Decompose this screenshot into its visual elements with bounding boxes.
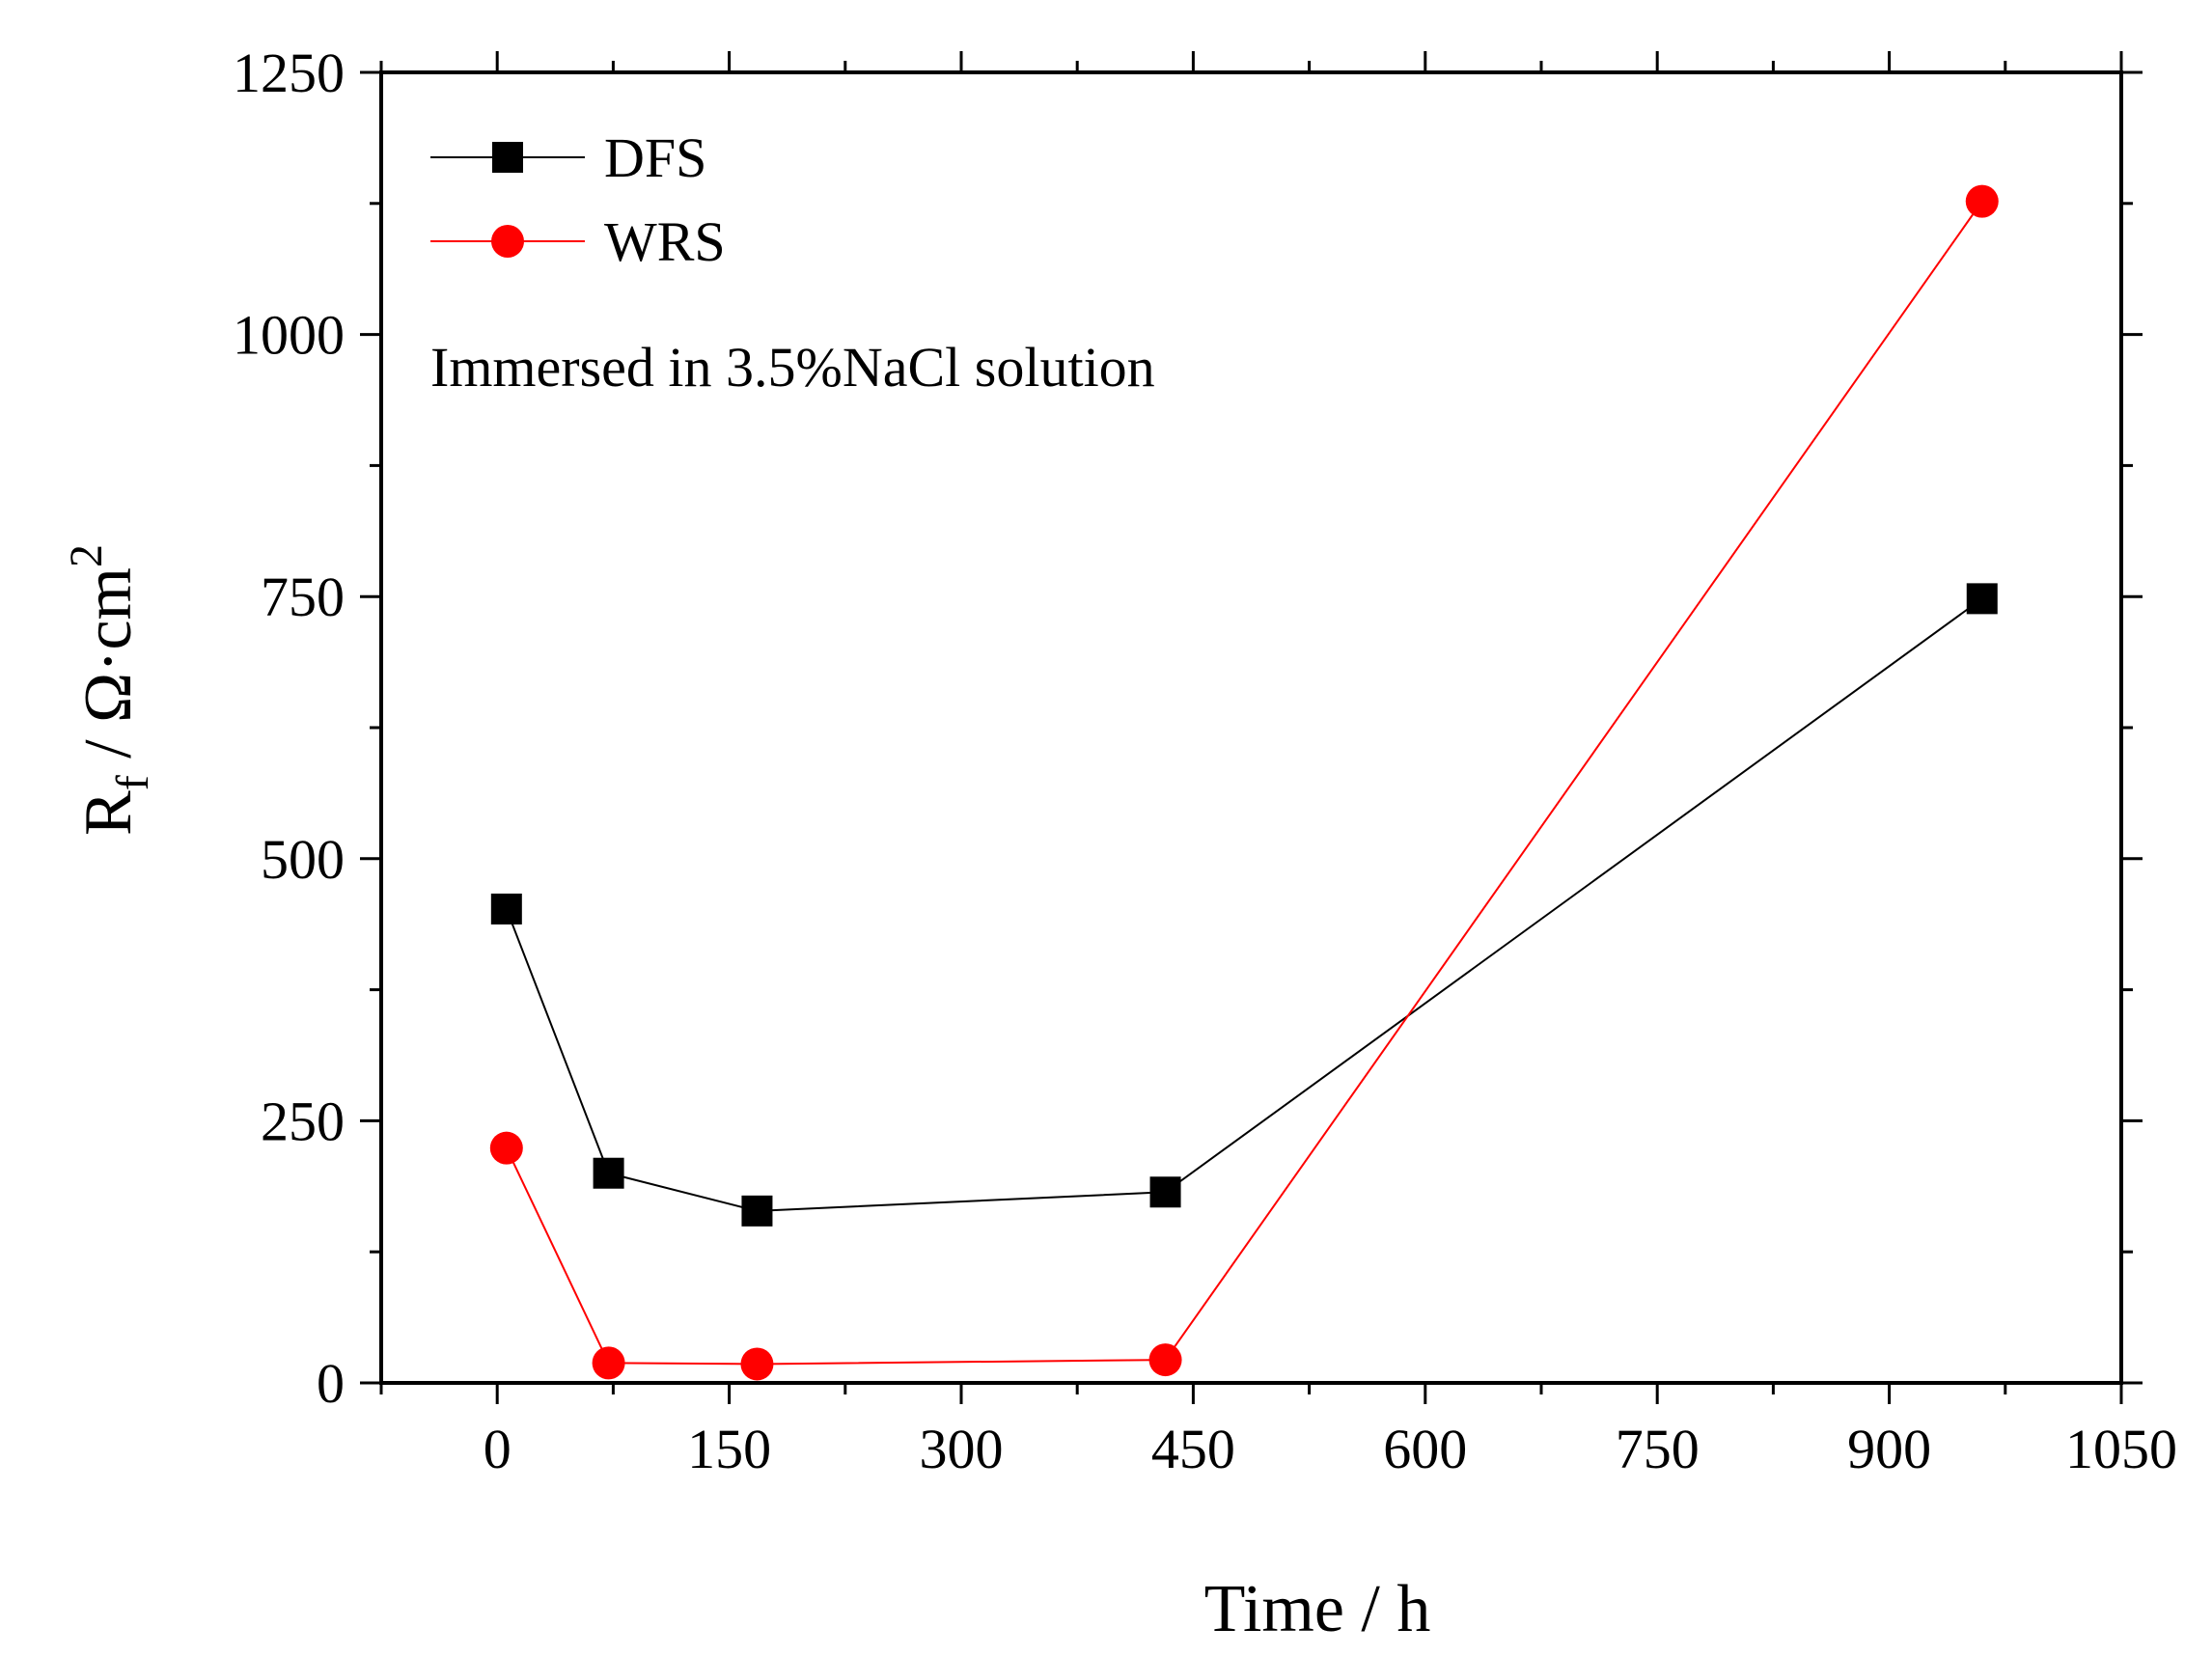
y-tick-label: 750 [261,566,345,628]
data-point-dfs [1966,583,1998,615]
legend-marker-wrs [491,225,524,258]
data-point-wrs [740,1347,774,1381]
axis-ticks [360,51,2143,1404]
x-tick-label: 750 [1616,1418,1700,1480]
y-axis-title-superscript: 2 [61,544,112,567]
y-axis-title-base: R [71,790,146,836]
x-tick-label: 450 [1151,1418,1235,1480]
y-tick-label: 1250 [233,41,345,104]
y-tick-label: 0 [317,1352,345,1415]
legend-label-dfs: DFS [604,126,706,189]
series-dfs [490,583,1998,1227]
y-axis-title-subscript: f [107,775,158,790]
data-point-wrs [1965,184,1999,218]
data-series [489,184,1999,1381]
data-point-dfs [490,893,522,925]
y-axis-title-unit: / Ω·cm [71,567,146,775]
data-point-wrs [592,1346,625,1380]
data-point-dfs [741,1195,773,1227]
chart-annotation: Immersed in 3.5%NaCl solution [430,336,1155,399]
x-tick-label: 0 [484,1418,512,1480]
x-axis-title: Time / h [1204,1572,1431,1646]
y-tick-label: 1000 [233,304,345,367]
x-tick-label: 150 [687,1418,771,1480]
x-tick-label: 900 [1847,1418,1931,1480]
legend-label-wrs: WRS [604,210,726,273]
x-tick-label: 1050 [2065,1418,2177,1480]
y-axis-title: Rf / Ω·cm2 [61,544,158,836]
data-point-wrs [1148,1343,1182,1377]
y-tick-label: 250 [261,1090,345,1152]
axis-tick-labels: 0 150 300 450 600 750 900 1050 0 250 500 750 1000 125… [233,41,2177,1480]
x-tick-label: 300 [920,1418,1004,1480]
legend-marker-dfs [492,142,523,173]
data-point-dfs [593,1157,624,1189]
data-point-dfs [1149,1176,1181,1208]
series-wrs [489,184,1999,1381]
x-tick-label: 600 [1383,1418,1467,1480]
y-tick-label: 500 [261,828,345,891]
data-point-wrs [489,1131,523,1165]
legend: DFS WRS [430,126,726,273]
